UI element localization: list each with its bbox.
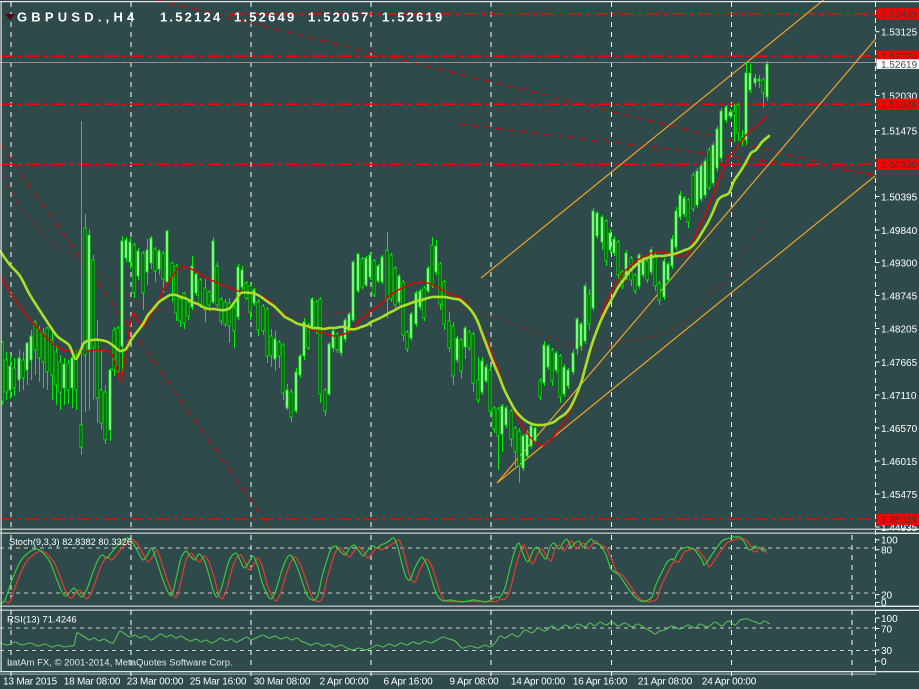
svg-text:20: 20	[881, 590, 893, 601]
svg-text:24 Apr 00:00: 24 Apr 00:00	[702, 677, 757, 688]
svg-text:1.45475: 1.45475	[881, 490, 918, 501]
svg-text:6 Apr 16:00: 6 Apr 16:00	[384, 677, 434, 688]
svg-text:1.50395: 1.50395	[881, 192, 918, 203]
svg-text:1.53125: 1.53125	[881, 28, 918, 39]
svg-text:13 Mar 2015: 13 Mar 2015	[3, 677, 58, 688]
svg-text:RSI(13) 71.4246: RSI(13) 71.4246	[7, 615, 77, 626]
svg-text:18 Mar 08:00: 18 Mar 08:00	[64, 677, 121, 688]
svg-text:21 Apr 08:00: 21 Apr 08:00	[638, 677, 693, 688]
svg-text:80: 80	[881, 546, 893, 557]
svg-text:1.51475: 1.51475	[881, 126, 918, 137]
svg-text:1.47665: 1.47665	[881, 358, 918, 369]
svg-text:14 Apr 00:00: 14 Apr 00:00	[511, 677, 566, 688]
svg-text:1.51926: 1.51926	[881, 100, 918, 111]
svg-text:1.48205: 1.48205	[881, 324, 918, 335]
svg-text:1.52030: 1.52030	[881, 91, 918, 102]
svg-text:9 Apr 08:00: 9 Apr 08:00	[450, 677, 500, 688]
svg-text:1.52724: 1.52724	[881, 52, 918, 63]
svg-text:1.44935: 1.44935	[881, 523, 918, 534]
svg-text:100: 100	[881, 536, 898, 547]
svg-text:23 Mar 00:00: 23 Mar 00:00	[127, 677, 184, 688]
svg-text:2 Apr 00:00: 2 Apr 00:00	[320, 677, 370, 688]
svg-text:1.48745: 1.48745	[881, 291, 918, 302]
svg-text:25 Mar 16:00: 25 Mar 16:00	[190, 677, 247, 688]
svg-text:LatAm FX, © 2001-2014, MetaQuo: LatAm FX, © 2001-2014, MetaQuotes Softwa…	[7, 658, 233, 669]
svg-text:1.46570: 1.46570	[881, 424, 918, 435]
svg-text:1.49300: 1.49300	[881, 258, 918, 269]
svg-text:30: 30	[881, 646, 893, 657]
svg-text:1.45039: 1.45039	[881, 515, 918, 526]
svg-text:70: 70	[881, 624, 893, 635]
svg-text:1.50930: 1.50930	[881, 160, 918, 171]
svg-text:1.52649: 1.52649	[234, 10, 296, 25]
svg-text:100: 100	[881, 614, 898, 625]
svg-text:Stoch(9,3,3) 82.8382 80.3326: Stoch(9,3,3) 82.8382 80.3326	[9, 537, 132, 547]
svg-text:0: 0	[881, 598, 887, 609]
svg-text:1.52619: 1.52619	[382, 10, 444, 25]
svg-text:16 Apr 16:00: 16 Apr 16:00	[573, 677, 628, 688]
svg-text:1.52124: 1.52124	[160, 10, 222, 25]
svg-text:1.47110: 1.47110	[881, 391, 917, 402]
svg-text:1.49840: 1.49840	[881, 226, 918, 237]
svg-text:0: 0	[881, 657, 887, 668]
svg-text:30 Mar 08:00: 30 Mar 08:00	[254, 677, 311, 688]
svg-text:1.52057: 1.52057	[308, 10, 370, 25]
svg-text:GBPUSD.,H4: GBPUSD.,H4	[17, 10, 138, 25]
svg-text:1.46015: 1.46015	[881, 457, 918, 468]
svg-text:1.53429: 1.53429	[881, 10, 918, 21]
svg-text:1.52619: 1.52619	[881, 60, 918, 71]
